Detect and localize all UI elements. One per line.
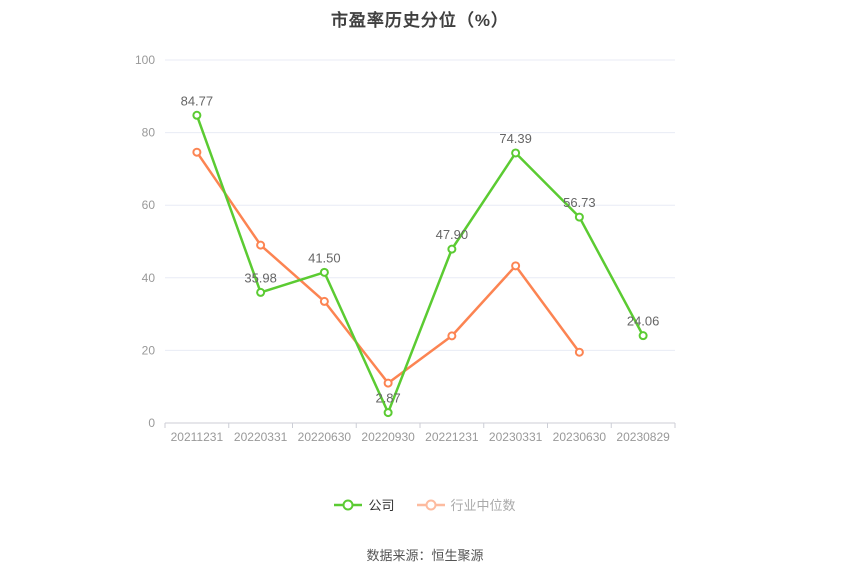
data-point-label: 2.87 [375, 391, 400, 406]
data-point [192, 110, 202, 120]
data-point [256, 287, 266, 297]
x-axis-tick-label: 20220331 [234, 430, 288, 444]
legend-marker-icon [334, 499, 363, 510]
chart-legend: 公司 行业中位数 [0, 495, 850, 514]
data-point [511, 148, 521, 158]
pe-percentile-line-chart: 0 20 40 60 80 100 20211231 20220331 20220630 2022… [135, 53, 676, 444]
data-point-label: 74.39 [499, 131, 532, 146]
chart-title: 市盈率历史分位（%） [330, 11, 510, 30]
x-axis-tick-label: 20220630 [298, 430, 352, 444]
series-line-行业中位数 [195, 151, 581, 385]
data-point-label: 56.73 [563, 195, 596, 210]
legend-label: 公司 [368, 498, 395, 513]
legend-item-company[interactable]: 公司 [334, 495, 395, 514]
data-point [383, 378, 393, 388]
y-axis-tick-label: 40 [142, 271, 156, 285]
x-axis-tick-label: 20230331 [489, 430, 543, 444]
data-point-label: 41.50 [308, 250, 341, 265]
x-axis-tick-label: 20211231 [171, 430, 224, 444]
data-point [319, 267, 329, 277]
x-axis-tick-label: 20221231 [425, 430, 479, 444]
data-point-label: 24.06 [627, 314, 660, 329]
x-axis-tick-label: 20230829 [616, 430, 670, 444]
data-point-label: 84.77 [181, 93, 214, 108]
x-axis-tick-label: 20230630 [553, 430, 607, 444]
legend-marker-icon [416, 499, 445, 510]
data-point-label: 35.98 [244, 270, 277, 285]
data-point [447, 244, 457, 254]
legend-item-industry[interactable]: 行业中位数 [416, 495, 516, 514]
data-point [319, 296, 329, 306]
y-axis-tick-label: 60 [142, 198, 156, 212]
data-point-label: 47.90 [436, 227, 469, 242]
data-point [574, 347, 584, 357]
x-axis-tick-label: 20220930 [361, 430, 415, 444]
y-axis-tick-label: 100 [135, 53, 155, 67]
data-point [574, 212, 584, 222]
data-point [638, 331, 648, 341]
data-point [511, 261, 521, 271]
data-point [447, 331, 457, 341]
data-point [192, 147, 202, 157]
y-axis-tick-label: 0 [148, 416, 155, 430]
data-source-note: 数据来源：恒生聚源 [366, 548, 484, 563]
legend-label: 行业中位数 [450, 498, 516, 513]
y-axis-tick-label: 20 [142, 343, 156, 357]
y-axis-tick-label: 80 [142, 126, 156, 140]
data-point [383, 408, 393, 418]
series-line-公司 [195, 114, 645, 414]
data-point [256, 240, 266, 250]
